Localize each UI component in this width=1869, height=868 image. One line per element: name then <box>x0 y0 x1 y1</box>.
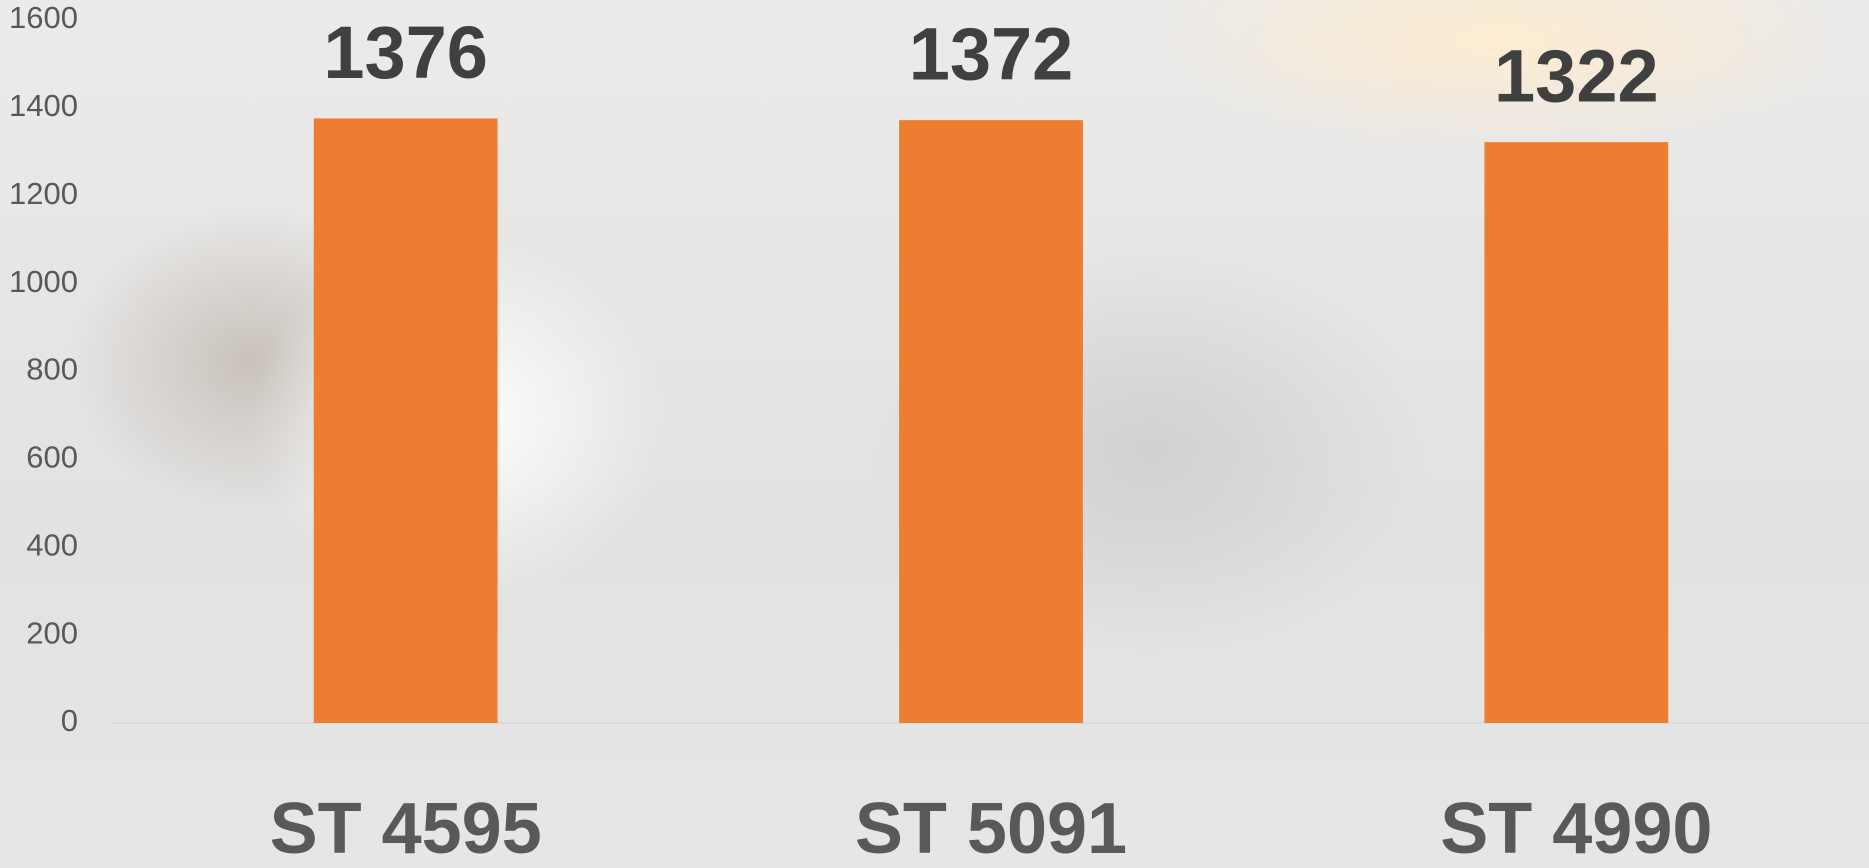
y-tick-label: 800 <box>26 352 78 387</box>
data-label: 1376 <box>323 11 488 94</box>
bar <box>314 118 498 723</box>
data-label: 1322 <box>1494 35 1659 118</box>
y-tick-label: 1000 <box>9 264 78 299</box>
y-tick-label: 1200 <box>9 176 78 211</box>
page: 0 200 400 600 800 1000 1200 1400 1600 ST 4595 1376… <box>0 0 1869 868</box>
y-tick-label: 0 <box>61 703 78 738</box>
y-tick-label: 1600 <box>9 0 78 35</box>
y-tick-label: 1400 <box>9 88 78 123</box>
y-tick-label: 400 <box>26 527 78 562</box>
chart: 0 200 400 600 800 1000 1200 1400 1600 ST 4595 1376… <box>0 0 1869 868</box>
x-tick-label: ST 4990 <box>1440 789 1712 868</box>
data-label: 1372 <box>909 13 1074 96</box>
x-tick-label: ST 5091 <box>855 789 1127 868</box>
x-tick-label: ST 4595 <box>270 789 542 868</box>
y-tick-label: 200 <box>26 615 78 650</box>
bar <box>899 120 1083 723</box>
bar <box>1484 142 1668 723</box>
y-tick-label: 600 <box>26 440 78 475</box>
